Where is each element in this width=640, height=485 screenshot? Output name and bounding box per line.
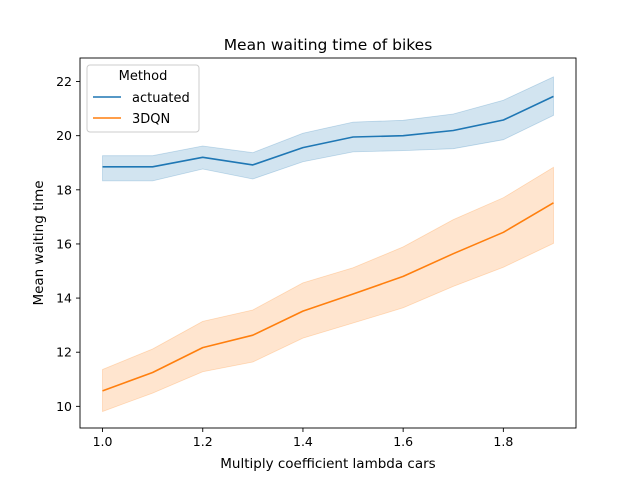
y-tick-label: 16 bbox=[56, 236, 72, 251]
y-tick-label: 18 bbox=[56, 182, 72, 197]
x-tick-label: 1.8 bbox=[493, 434, 513, 449]
x-tick-label: 1.6 bbox=[393, 434, 413, 449]
x-tick-label: 1.0 bbox=[93, 434, 113, 449]
y-tick-label: 10 bbox=[56, 399, 72, 414]
y-tick-label: 14 bbox=[56, 291, 72, 306]
y-tick-label: 20 bbox=[56, 128, 72, 143]
legend-label-actuated: actuated bbox=[132, 91, 190, 106]
legend: Method actuated 3DQN bbox=[87, 65, 199, 132]
x-tick-label: 1.4 bbox=[293, 434, 313, 449]
legend-title: Method bbox=[119, 69, 168, 84]
x-axis-label: Multiply coefficient lambda cars bbox=[220, 456, 435, 472]
y-tick-label: 22 bbox=[56, 74, 72, 89]
y-tick-label: 12 bbox=[56, 345, 72, 360]
y-axis-label: Mean waiting time bbox=[31, 180, 47, 305]
legend-label-3dqn: 3DQN bbox=[132, 112, 170, 127]
x-tick-label: 1.2 bbox=[193, 434, 213, 449]
chart-title: Mean waiting time of bikes bbox=[224, 36, 433, 54]
